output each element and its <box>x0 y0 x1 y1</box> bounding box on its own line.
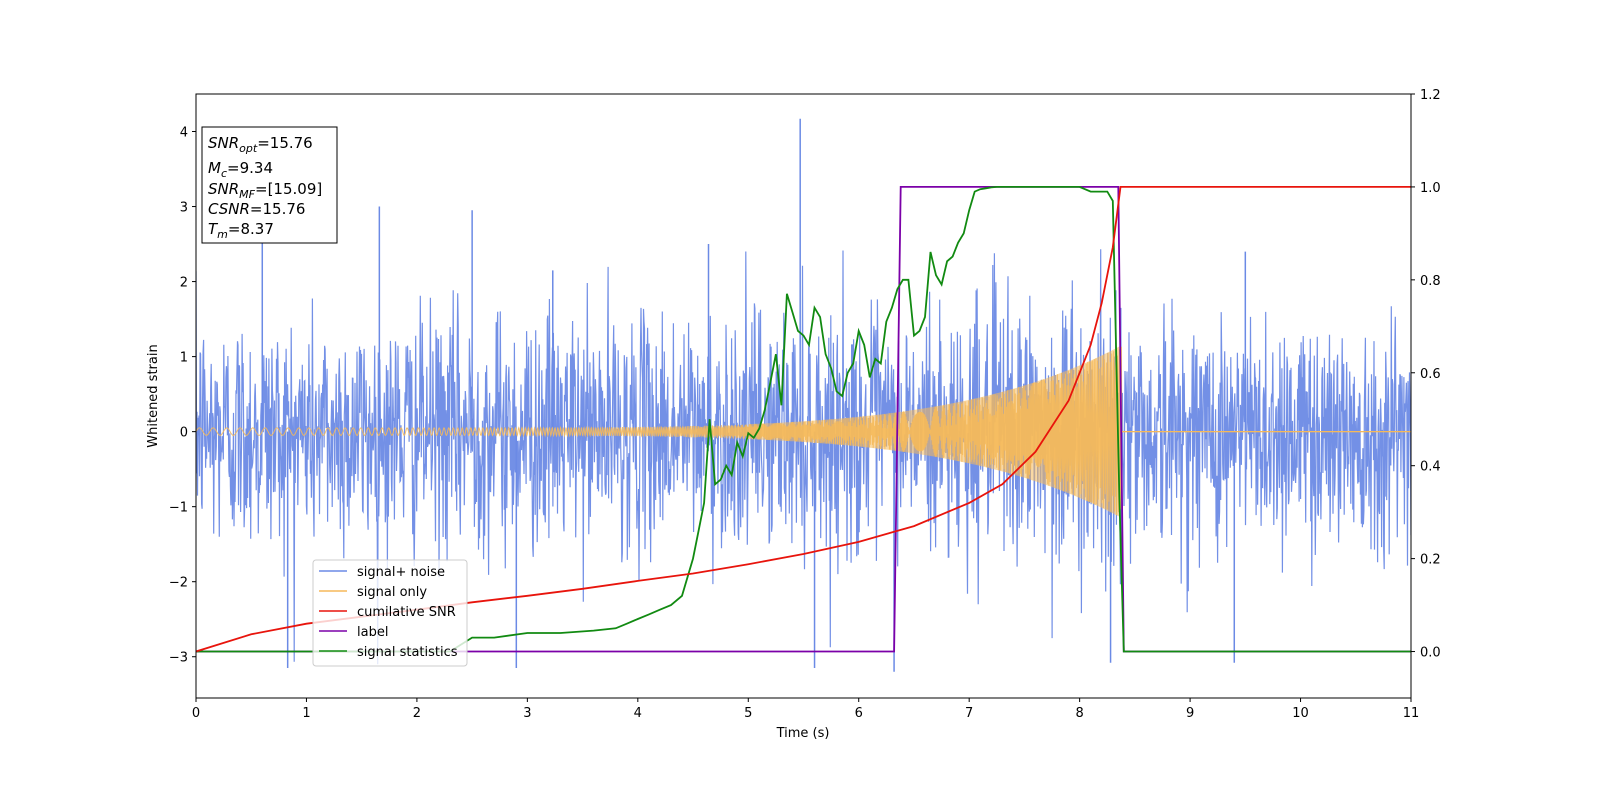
y-tick-label: 0 <box>180 426 188 441</box>
plot-frame <box>195 93 1412 699</box>
x-tick-label: 3 <box>523 706 531 721</box>
y-tick-label: −2 <box>169 576 188 591</box>
y2-tick-label: 0.6 <box>1420 367 1441 382</box>
series-signal-noise <box>196 249 1411 665</box>
y-tick-label: 2 <box>180 276 188 291</box>
series-signal-statistics <box>196 186 1411 653</box>
y2-tick-label: 0.0 <box>1420 646 1441 661</box>
legend-label-signal-only: signal only <box>357 585 427 600</box>
y-tick-label: 4 <box>180 126 188 141</box>
y2-tick-label: 0.2 <box>1420 553 1441 568</box>
signal-only-envelope <box>748 346 1122 517</box>
y-tick-label: −3 <box>169 651 188 666</box>
stats-csnr: CSNR=15.76 <box>208 200 305 218</box>
y2-tick-label: 0.4 <box>1420 460 1441 475</box>
x-tick-label: 9 <box>1186 706 1194 721</box>
x-axis-label: Time (s) <box>776 726 830 741</box>
stats-snr-mf: SNRMF=[15.09] <box>208 180 322 201</box>
x-tick-label: 10 <box>1292 706 1309 721</box>
y-tick-label: 3 <box>180 201 188 216</box>
x-tick-label: 11 <box>1403 706 1420 721</box>
y2-tick-label: 1.2 <box>1420 88 1441 103</box>
legend-label-cumulative-snr: cumilative SNR <box>357 605 456 620</box>
axes-layer: 0 1 2 3 4 5 6 7 8 9 10 11 −3 −2 −1 0 1 2 3 4 0.0 0.2 0.4 0.6 0.8… <box>169 88 1441 721</box>
y-tick-label: 1 <box>180 351 188 366</box>
y-axis-label: Whitened strain <box>146 344 161 447</box>
series-layer <box>196 118 1411 672</box>
legend: signal+ noise signal only cumilative SNR… <box>312 559 468 667</box>
stats-box-frame <box>201 126 338 244</box>
legend-frame <box>312 559 468 667</box>
stats-mc: Mc=9.34 <box>208 159 273 180</box>
x-tick-label: 7 <box>965 706 973 721</box>
y-tick-label: −1 <box>169 501 188 516</box>
x-tick-label: 2 <box>413 706 421 721</box>
legend-label-signal-noise: signal+ noise <box>357 565 445 580</box>
x-tick-label: 4 <box>634 706 642 721</box>
y2-tick-label: 0.8 <box>1420 274 1441 289</box>
stats-snr-opt: SNRopt=15.76 <box>208 134 313 155</box>
stats-tm: Tm=8.37 <box>208 220 274 241</box>
legend-label-label: label <box>357 625 388 640</box>
x-tick-label: 5 <box>744 706 752 721</box>
y2-tick-label: 1.0 <box>1420 181 1441 196</box>
x-tick-label: 8 <box>1075 706 1083 721</box>
x-tick-label: 1 <box>302 706 310 721</box>
x-tick-label: 0 <box>192 706 200 721</box>
legend-label-signal-statistics: signal statistics <box>357 645 458 660</box>
stats-box: SNRopt=15.76 Mc=9.34 SNRMF=[15.09] CSNR=… <box>201 126 338 244</box>
x-tick-label: 6 <box>855 706 863 721</box>
